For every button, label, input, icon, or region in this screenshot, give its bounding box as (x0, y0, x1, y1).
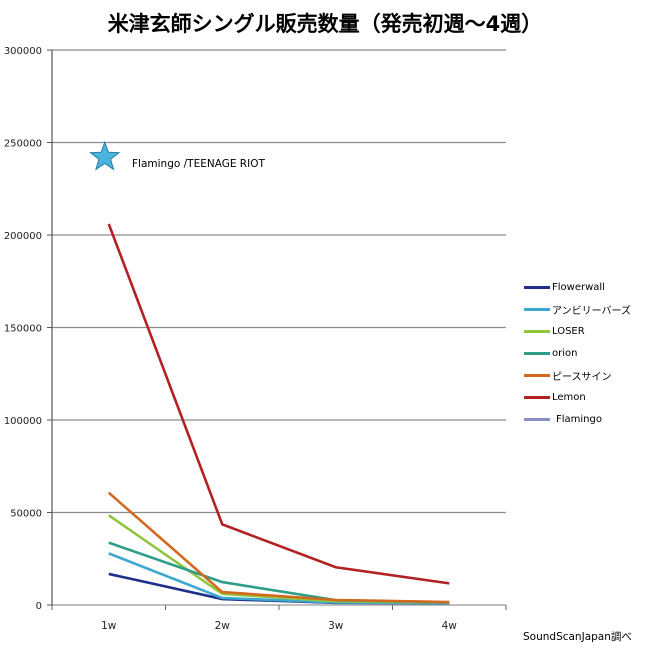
series-lines (107, 223, 450, 605)
y-tick-label: 250000 (4, 139, 42, 150)
legend-label: アンビリーバーズ (552, 305, 631, 317)
x-tick-label: 3w (328, 620, 344, 632)
legend-swatch-icon (524, 417, 550, 421)
y-tick-label: 300000 (4, 46, 42, 57)
legend-label: orion (552, 347, 578, 359)
x-tick-label: 4w (442, 620, 458, 632)
legend-item: LOSER (524, 320, 631, 342)
y-tick-label: 50000 (10, 509, 42, 520)
series-line (107, 491, 450, 604)
legend-item: Flowerwall (524, 276, 631, 298)
y-tick-label: 150000 (4, 324, 42, 335)
flamingo-annotation: Flamingo /TEENAGE RIOT (132, 158, 265, 170)
legend-item: Flamingo (524, 408, 631, 430)
legend-label: Flowerwall (552, 281, 605, 293)
y-axis: 0 50000 100000 150000 200000 250000 300000 (4, 46, 53, 612)
chart-title: 米津玄師シングル販売数量（発売初週〜4週） (107, 12, 543, 36)
legend-label: ピースサイン (552, 371, 612, 383)
source-note: SoundScanJapan調べ (523, 631, 632, 643)
x-tick-label: 2w (215, 620, 231, 632)
legend-item: ピースサイン (524, 364, 631, 386)
legend-swatch-icon (524, 373, 550, 377)
x-tick-label: 1w (101, 620, 117, 632)
y-tick-label: 200000 (4, 231, 42, 242)
gridlines (52, 49, 506, 606)
series-markers (89, 140, 121, 171)
series-line (107, 223, 450, 585)
series-line (108, 514, 450, 604)
legend-item: orion (524, 342, 631, 364)
x-axis: 1w 2w 3w 4w (51, 605, 507, 632)
legend: Flowerwall アンビリーバーズ LOSER orion ピースサイン Lemon F… (524, 276, 631, 430)
legend-label: Lemon (552, 391, 586, 403)
legend-label: Flamingo (556, 413, 602, 425)
legend-swatch-icon (524, 395, 550, 399)
legend-swatch-icon (524, 307, 550, 311)
y-tick-label: 100000 (4, 416, 42, 427)
star-marker-icon (89, 140, 121, 171)
legend-swatch-icon (524, 329, 550, 333)
legend-swatch-icon (524, 351, 550, 355)
legend-swatch-icon (524, 285, 550, 289)
legend-item: Lemon (524, 386, 631, 408)
legend-item: アンビリーバーズ (524, 298, 631, 320)
y-tick-label: 0 (36, 601, 42, 612)
legend-label: LOSER (552, 325, 585, 337)
